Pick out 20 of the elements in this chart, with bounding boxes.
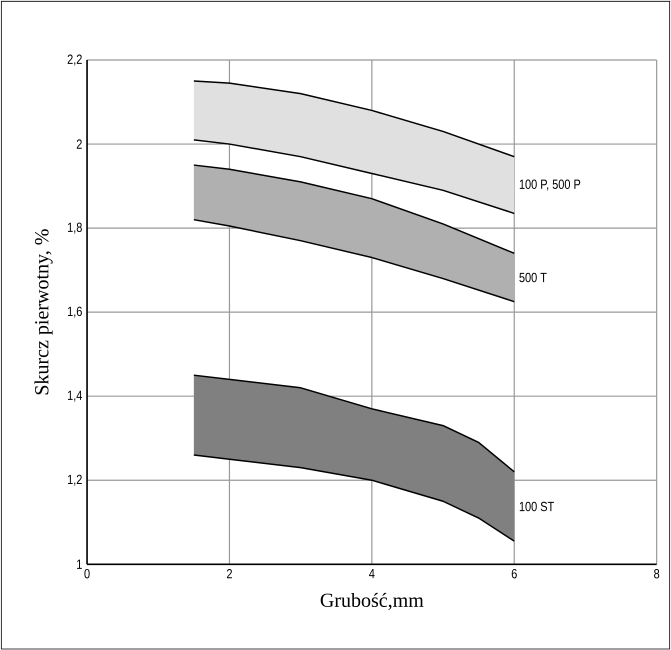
y-tick-label: 1,8: [68, 222, 82, 234]
y-tick-label: 2,2: [68, 54, 82, 66]
x-tick-label: 2: [226, 568, 232, 578]
series-label: 500 T: [519, 272, 547, 282]
series-label: 100 P, 500 P: [520, 179, 580, 190]
x-tick-label: 8: [654, 568, 660, 578]
x-tick-label: 4: [369, 568, 375, 578]
y-tick-label: 1: [77, 560, 82, 569]
y-tick-label: 1,2: [68, 474, 82, 486]
y-tick-label: 1,6: [68, 306, 82, 318]
line-series: [193, 218, 515, 302]
line-series: [193, 138, 515, 214]
series-label: 100 ST: [520, 502, 554, 512]
x-tick-label: 0: [84, 568, 90, 578]
y-tick-label: 1,4: [68, 390, 82, 402]
line-series: [193, 454, 515, 542]
y-axis-title: Skurcz pierwotny, %: [34, 229, 53, 394]
x-tick-label: 6: [512, 568, 517, 578]
x-axis-title: Grubość,mm: [320, 592, 424, 610]
y-tick-label: 2: [76, 139, 82, 149]
